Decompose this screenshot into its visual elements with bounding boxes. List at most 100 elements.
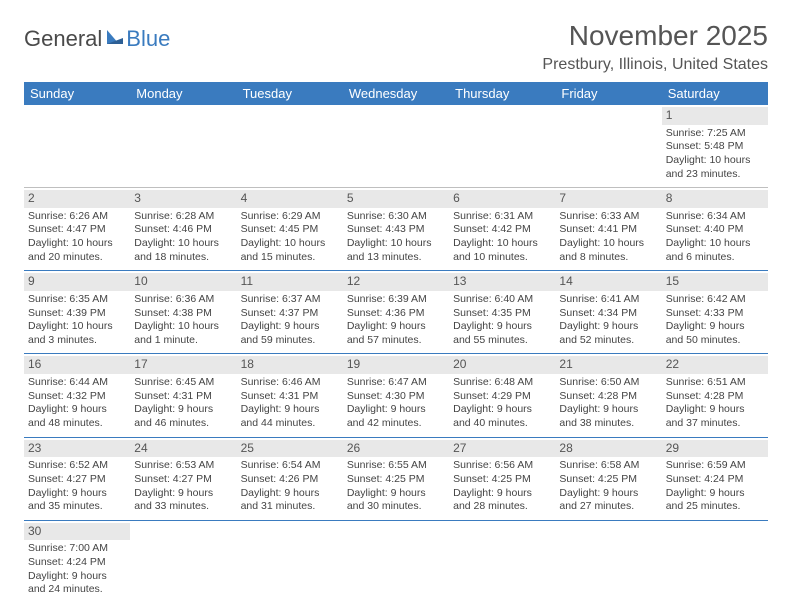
daylight-text-2: and 23 minutes. — [666, 168, 764, 182]
day-cell: 24Sunrise: 6:53 AMSunset: 4:27 PMDayligh… — [130, 437, 236, 520]
sunset-text: Sunset: 4:38 PM — [134, 307, 232, 321]
day-cell: 2Sunrise: 6:26 AMSunset: 4:47 PMDaylight… — [24, 188, 130, 271]
title-block: November 2025 Prestbury, Illinois, Unite… — [542, 20, 768, 74]
day-cell: 10Sunrise: 6:36 AMSunset: 4:38 PMDayligh… — [130, 271, 236, 354]
empty-day — [449, 107, 555, 125]
sunrise-text: Sunrise: 6:45 AM — [134, 376, 232, 390]
day-cell: 11Sunrise: 6:37 AMSunset: 4:37 PMDayligh… — [237, 271, 343, 354]
daylight-text: Daylight: 9 hours — [241, 403, 339, 417]
daylight-text-2: and 31 minutes. — [241, 500, 339, 514]
day-number: 16 — [24, 356, 130, 374]
daylight-text: Daylight: 9 hours — [134, 487, 232, 501]
daylight-text-2: and 57 minutes. — [347, 334, 445, 348]
header: GeneralBlue November 2025 Prestbury, Ill… — [24, 20, 768, 74]
day-number: 7 — [555, 190, 661, 208]
day-number: 24 — [130, 440, 236, 458]
daylight-text-2: and 3 minutes. — [28, 334, 126, 348]
sunrise-text: Sunrise: 6:29 AM — [241, 210, 339, 224]
day-number: 15 — [662, 273, 768, 291]
sunrise-text: Sunrise: 6:33 AM — [559, 210, 657, 224]
day-cell: 25Sunrise: 6:54 AMSunset: 4:26 PMDayligh… — [237, 437, 343, 520]
sunrise-text: Sunrise: 6:55 AM — [347, 459, 445, 473]
day-number: 11 — [237, 273, 343, 291]
daylight-text: Daylight: 9 hours — [347, 320, 445, 334]
day-number: 4 — [237, 190, 343, 208]
sunset-text: Sunset: 4:31 PM — [134, 390, 232, 404]
week-row: 2Sunrise: 6:26 AMSunset: 4:47 PMDaylight… — [24, 188, 768, 271]
sunrise-text: Sunrise: 6:51 AM — [666, 376, 764, 390]
daylight-text-2: and 8 minutes. — [559, 251, 657, 265]
daylight-text-2: and 37 minutes. — [666, 417, 764, 431]
daylight-text: Daylight: 10 hours — [134, 320, 232, 334]
day-cell — [555, 105, 661, 188]
day-cell: 7Sunrise: 6:33 AMSunset: 4:41 PMDaylight… — [555, 188, 661, 271]
day-cell: 27Sunrise: 6:56 AMSunset: 4:25 PMDayligh… — [449, 437, 555, 520]
sunrise-text: Sunrise: 6:41 AM — [559, 293, 657, 307]
daylight-text: Daylight: 10 hours — [666, 154, 764, 168]
day-cell: 18Sunrise: 6:46 AMSunset: 4:31 PMDayligh… — [237, 354, 343, 437]
sunrise-text: Sunrise: 6:50 AM — [559, 376, 657, 390]
daylight-text: Daylight: 10 hours — [28, 320, 126, 334]
sunset-text: Sunset: 4:36 PM — [347, 307, 445, 321]
day-cell: 3Sunrise: 6:28 AMSunset: 4:46 PMDaylight… — [130, 188, 236, 271]
daylight-text: Daylight: 9 hours — [347, 487, 445, 501]
day-header: Sunday — [24, 82, 130, 105]
month-title: November 2025 — [542, 20, 768, 52]
sunset-text: Sunset: 4:43 PM — [347, 223, 445, 237]
daylight-text: Daylight: 9 hours — [453, 320, 551, 334]
day-cell: 4 Sunrise: 6:29 AMSunset: 4:45 PMDaylight… — [237, 188, 343, 271]
sunset-text: Sunset: 4:42 PM — [453, 223, 551, 237]
day-header: Wednesday — [343, 82, 449, 105]
daylight-text: Daylight: 9 hours — [241, 487, 339, 501]
daylight-text-2: and 35 minutes. — [28, 500, 126, 514]
day-number: 17 — [130, 356, 236, 374]
sunrise-text: Sunrise: 6:40 AM — [453, 293, 551, 307]
sunrise-text: Sunrise: 6:46 AM — [241, 376, 339, 390]
daylight-text-2: and 48 minutes. — [28, 417, 126, 431]
daylight-text-2: and 28 minutes. — [453, 500, 551, 514]
week-row: 30Sunrise: 7:00 AMSunset: 4:24 PMDayligh… — [24, 520, 768, 603]
day-cell — [343, 105, 449, 188]
daylight-text-2: and 18 minutes. — [134, 251, 232, 265]
empty-day — [237, 107, 343, 125]
sunrise-text: Sunrise: 6:56 AM — [453, 459, 551, 473]
day-cell — [24, 105, 130, 188]
sunrise-text: Sunrise: 6:28 AM — [134, 210, 232, 224]
day-cell: 5Sunrise: 6:30 AMSunset: 4:43 PMDaylight… — [343, 188, 449, 271]
daylight-text: Daylight: 9 hours — [241, 320, 339, 334]
day-number: 29 — [662, 440, 768, 458]
sunset-text: Sunset: 4:29 PM — [453, 390, 551, 404]
daylight-text-2: and 24 minutes. — [28, 583, 126, 597]
sunrise-text: Sunrise: 6:59 AM — [666, 459, 764, 473]
daylight-text-2: and 42 minutes. — [347, 417, 445, 431]
empty-day — [130, 107, 236, 125]
day-cell: 9Sunrise: 6:35 AMSunset: 4:39 PMDaylight… — [24, 271, 130, 354]
daylight-text: Daylight: 9 hours — [559, 403, 657, 417]
daylight-text: Daylight: 10 hours — [241, 237, 339, 251]
daylight-text: Daylight: 9 hours — [559, 320, 657, 334]
sunset-text: Sunset: 4:31 PM — [241, 390, 339, 404]
daylight-text: Daylight: 9 hours — [666, 487, 764, 501]
day-number: 28 — [555, 440, 661, 458]
sunset-text: Sunset: 4:45 PM — [241, 223, 339, 237]
sunset-text: Sunset: 4:35 PM — [453, 307, 551, 321]
daylight-text: Daylight: 9 hours — [666, 320, 764, 334]
sunset-text: Sunset: 4:46 PM — [134, 223, 232, 237]
daylight-text-2: and 1 minute. — [134, 334, 232, 348]
day-cell: 12Sunrise: 6:39 AMSunset: 4:36 PMDayligh… — [343, 271, 449, 354]
day-cell: 8Sunrise: 6:34 AMSunset: 4:40 PMDaylight… — [662, 188, 768, 271]
daylight-text: Daylight: 10 hours — [453, 237, 551, 251]
daylight-text-2: and 46 minutes. — [134, 417, 232, 431]
daylight-text: Daylight: 9 hours — [453, 403, 551, 417]
calendar-body: 1Sunrise: 7:25 AMSunset: 5:48 PMDaylight… — [24, 105, 768, 603]
day-number: 13 — [449, 273, 555, 291]
day-number: 21 — [555, 356, 661, 374]
day-number: 30 — [24, 523, 130, 541]
day-cell: 23Sunrise: 6:52 AMSunset: 4:27 PMDayligh… — [24, 437, 130, 520]
daylight-text-2: and 59 minutes. — [241, 334, 339, 348]
sunset-text: Sunset: 4:25 PM — [453, 473, 551, 487]
sunset-text: Sunset: 4:24 PM — [28, 556, 126, 570]
day-cell — [555, 520, 661, 603]
day-number: 27 — [449, 440, 555, 458]
daylight-text: Daylight: 9 hours — [347, 403, 445, 417]
